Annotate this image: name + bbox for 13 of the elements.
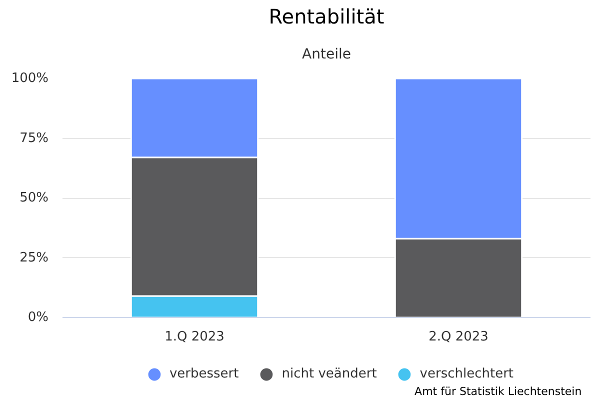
legend-label: nicht veändert bbox=[282, 366, 377, 381]
chart-subtitle: Anteile bbox=[302, 46, 351, 62]
y-tick-label: 75% bbox=[20, 130, 49, 146]
legend-label: verbessert bbox=[169, 366, 239, 381]
y-tick-label: 100% bbox=[11, 71, 49, 86]
x-tick-label: 1.Q 2023 bbox=[164, 330, 224, 344]
x-tick-label: 2.Q 2023 bbox=[428, 330, 488, 344]
y-tick-label: 25% bbox=[20, 250, 49, 266]
y-tick-label: 50% bbox=[20, 190, 49, 206]
legend-label: verschlechtert bbox=[420, 366, 514, 381]
chart-title: Rentabilität bbox=[268, 4, 384, 28]
text: Amt für Statistik Liechtenstein bbox=[414, 385, 582, 398]
y-tick-label: 0% bbox=[28, 310, 48, 325]
